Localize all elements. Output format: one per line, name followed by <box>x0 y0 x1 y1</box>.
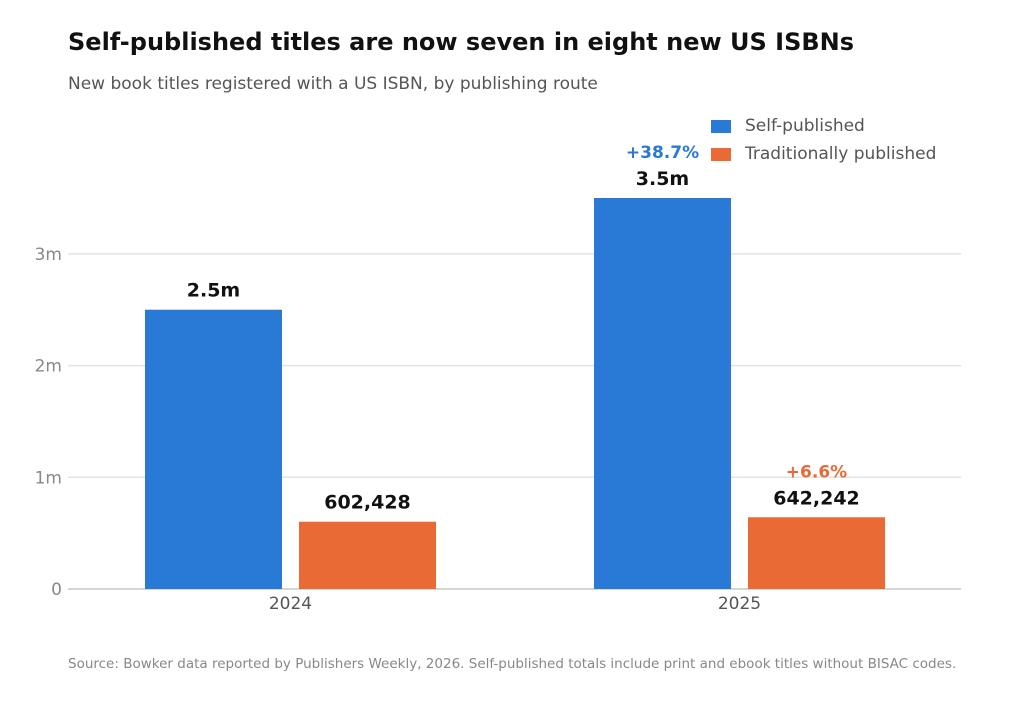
legend: Self-published Traditionally published <box>711 112 936 168</box>
chart-title: Self-published titles are now seven in e… <box>68 28 855 56</box>
change-label: +6.6% <box>786 462 847 482</box>
bar <box>748 517 885 589</box>
x-tick-label: 2024 <box>269 594 312 614</box>
data-label: 602,428 <box>324 492 411 514</box>
x-tick-label: 2025 <box>718 594 761 614</box>
legend-swatch-traditionally-published <box>711 147 731 161</box>
chart-subtitle: New book titles registered with a US ISB… <box>68 74 598 94</box>
legend-label-self-published: Self-published <box>745 116 865 136</box>
data-label: 642,242 <box>773 487 860 509</box>
legend-label-traditionally-published: Traditionally published <box>745 144 937 164</box>
bar <box>145 309 282 589</box>
data-label: 3.5m <box>636 168 689 190</box>
legend-item-self-published: Self-published <box>711 112 936 140</box>
y-tick-label: 2m <box>35 357 62 377</box>
y-tick-label: 1m <box>35 468 62 488</box>
y-tick-label: 3m <box>35 245 62 265</box>
legend-swatch-self-published <box>711 119 731 133</box>
bar <box>594 198 731 589</box>
source-note: Source: Bowker data reported by Publishe… <box>68 656 957 672</box>
bar <box>299 521 436 589</box>
y-tick-label: 0 <box>51 580 62 600</box>
change-label: +38.7% <box>626 143 699 163</box>
data-label: 2.5m <box>187 280 240 302</box>
legend-item-traditionally-published: Traditionally published <box>711 140 936 168</box>
